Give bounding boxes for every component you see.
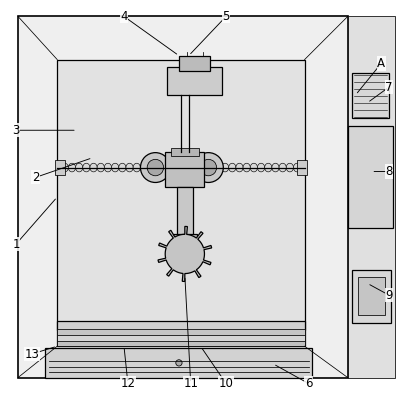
Bar xyxy=(57,321,305,331)
Ellipse shape xyxy=(104,163,111,172)
Bar xyxy=(55,160,65,175)
Ellipse shape xyxy=(97,163,104,172)
Bar xyxy=(171,148,198,156)
Bar xyxy=(45,348,312,377)
Ellipse shape xyxy=(264,163,272,172)
Bar xyxy=(57,329,305,336)
Circle shape xyxy=(141,152,171,182)
Text: 10: 10 xyxy=(219,377,234,390)
Bar xyxy=(179,56,210,71)
Bar xyxy=(352,269,391,323)
Bar xyxy=(348,17,395,377)
Ellipse shape xyxy=(133,163,141,172)
Text: 1: 1 xyxy=(12,238,20,251)
Ellipse shape xyxy=(279,163,286,172)
Ellipse shape xyxy=(119,163,126,172)
Text: 3: 3 xyxy=(12,124,20,137)
Text: 6: 6 xyxy=(305,377,312,390)
Ellipse shape xyxy=(294,163,301,172)
Bar xyxy=(57,342,305,346)
Ellipse shape xyxy=(68,163,76,172)
Bar xyxy=(348,126,393,229)
Text: 8: 8 xyxy=(385,165,393,178)
Ellipse shape xyxy=(141,163,147,172)
Text: 11: 11 xyxy=(183,377,198,390)
Text: 4: 4 xyxy=(120,10,128,23)
Bar xyxy=(167,67,222,95)
Bar xyxy=(358,277,385,315)
Bar xyxy=(173,234,196,244)
Ellipse shape xyxy=(61,163,68,172)
Bar xyxy=(57,335,305,342)
Ellipse shape xyxy=(258,163,264,172)
Text: 5: 5 xyxy=(222,10,230,23)
Text: 13: 13 xyxy=(24,348,39,361)
Ellipse shape xyxy=(250,163,258,172)
Ellipse shape xyxy=(111,163,119,172)
Ellipse shape xyxy=(76,163,83,172)
Text: A: A xyxy=(377,57,385,70)
Ellipse shape xyxy=(222,163,229,172)
Bar xyxy=(177,187,193,236)
Text: 7: 7 xyxy=(385,80,393,93)
Ellipse shape xyxy=(229,163,236,172)
Ellipse shape xyxy=(90,163,97,172)
Text: 12: 12 xyxy=(120,377,135,390)
Bar xyxy=(18,17,348,377)
Ellipse shape xyxy=(126,163,133,172)
Ellipse shape xyxy=(243,163,250,172)
Ellipse shape xyxy=(236,163,243,172)
Bar xyxy=(297,160,307,175)
Bar xyxy=(57,59,305,346)
Polygon shape xyxy=(158,227,212,281)
Text: 9: 9 xyxy=(385,289,393,302)
Circle shape xyxy=(147,159,164,176)
Text: 2: 2 xyxy=(32,171,39,184)
Ellipse shape xyxy=(83,163,90,172)
Circle shape xyxy=(194,152,223,182)
Bar xyxy=(352,73,389,119)
Circle shape xyxy=(200,159,217,176)
Ellipse shape xyxy=(286,163,294,172)
Ellipse shape xyxy=(214,163,222,172)
Ellipse shape xyxy=(272,163,279,172)
Circle shape xyxy=(176,360,182,366)
Bar xyxy=(165,152,205,187)
